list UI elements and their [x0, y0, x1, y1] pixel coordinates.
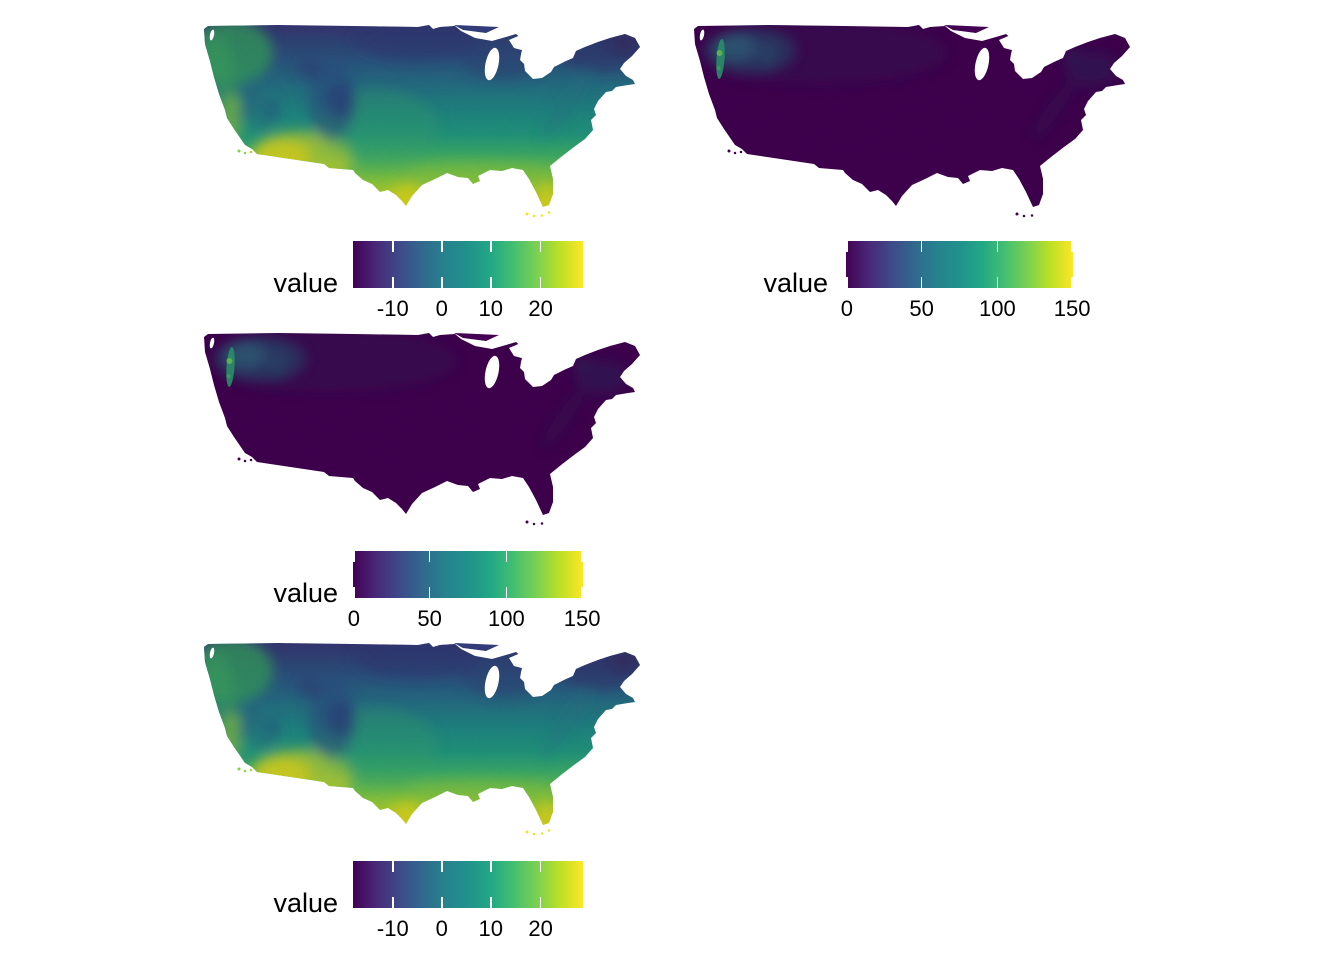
- legend-title: value: [763, 268, 828, 298]
- legend-tick-labels: -10 0 10 20: [353, 298, 583, 322]
- legend-colorbar: [353, 861, 583, 908]
- legend-tick-label: 150: [563, 606, 601, 631]
- legend-tick-labels: 0 50 100 150: [348, 606, 601, 632]
- legend-colorbar: [353, 241, 583, 288]
- legend-tick-label: 20: [528, 916, 553, 941]
- legend-tick-label: 0: [840, 296, 854, 321]
- legend-colorbar: [353, 551, 583, 598]
- legend-title: value: [273, 578, 338, 608]
- us-map-precipitation-top-right: [693, 20, 1135, 231]
- legend-tick-labels: 0 50 100 150: [841, 296, 1091, 322]
- legend-title: value: [273, 268, 338, 298]
- legend-tick-label: 50: [909, 296, 934, 321]
- legend-tick-label: 50: [417, 606, 442, 631]
- legend-tick-label: 10: [478, 916, 504, 941]
- legend-title: value: [273, 888, 338, 918]
- legend-tick-label: 100: [979, 296, 1016, 321]
- legend-tick-label: 0: [435, 296, 448, 321]
- us-map-temperature-bottom-left: [188, 636, 645, 849]
- legend-tick-label: -10: [376, 296, 409, 321]
- legend-tick-label: 0: [347, 606, 361, 631]
- legend-tick-label: 150: [1053, 296, 1091, 321]
- legend-tick-labels: -10 0 10 20: [353, 918, 583, 942]
- legend-tick-label: 100: [488, 606, 525, 631]
- us-map-precipitation-middle-left: [203, 328, 645, 539]
- legend-tick-label: -10: [376, 916, 409, 941]
- us-map-temperature-top-left: [188, 18, 645, 231]
- legend-tick-label: 10: [478, 296, 504, 321]
- legend-colorbar: [846, 241, 1073, 288]
- legend-tick-label: 0: [435, 916, 448, 941]
- legend-tick-label: 20: [528, 296, 553, 321]
